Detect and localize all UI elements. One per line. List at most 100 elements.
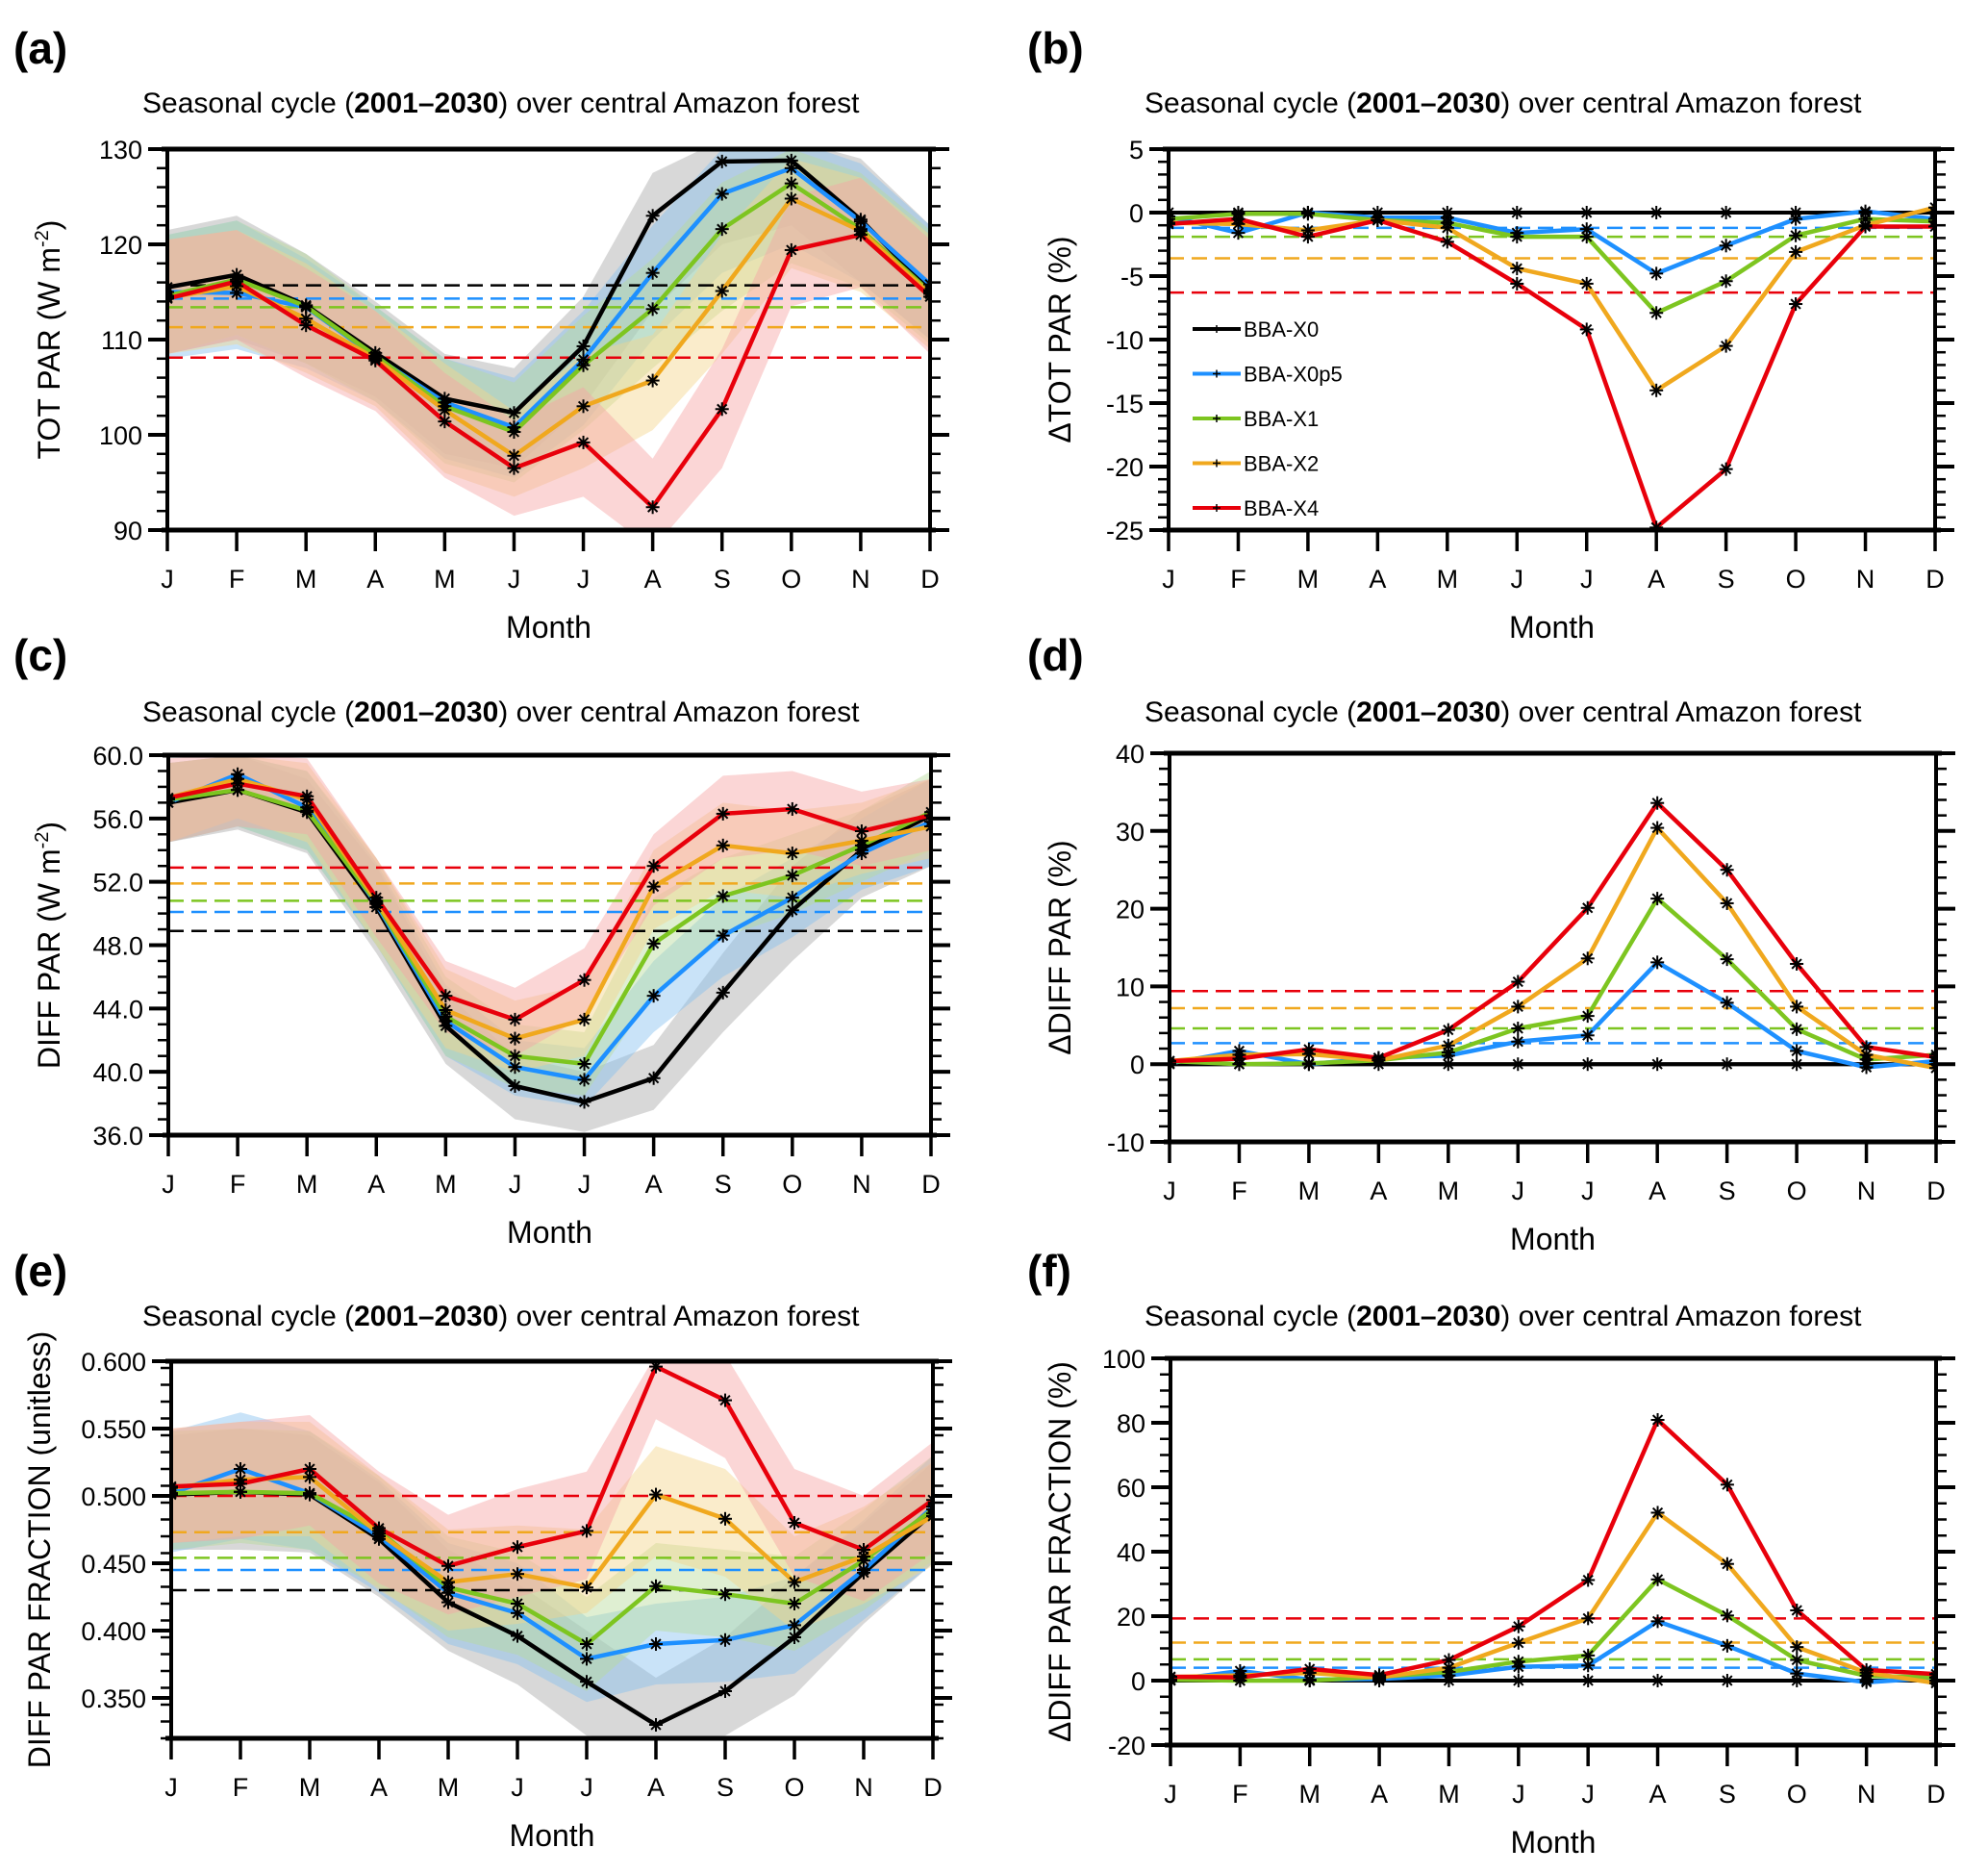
- data-point: [645, 209, 660, 223]
- title-prefix: Seasonal cycle (: [142, 88, 354, 119]
- data-point: [1580, 951, 1595, 966]
- y-tick-label: 60: [1117, 1474, 1145, 1503]
- data-point: [1858, 204, 1873, 218]
- uncertainty-band-bba-x0: [167, 149, 930, 468]
- title-prefix: Seasonal cycle (: [142, 696, 354, 728]
- panel-label: (f): [1027, 1246, 1071, 1296]
- y-axis-label: DIFF PAR (W m-2): [32, 822, 66, 1069]
- x-axis-label: Month: [1511, 1825, 1597, 1860]
- y-tick-label: 52.0: [92, 869, 143, 898]
- uncertainty-band-bba-x0p5: [168, 755, 931, 1107]
- data-point: [1510, 276, 1524, 291]
- series-line-bba-x4: [1169, 216, 1935, 530]
- y-tick-label: 40: [1116, 740, 1145, 769]
- x-tick-label: S: [714, 565, 731, 594]
- series-line-bba-x1: [171, 1489, 933, 1647]
- x-tick-label: O: [1786, 565, 1806, 594]
- panel-e: (e) Seasonal cycle (2001–2030) over centr…: [13, 1246, 952, 1853]
- data-point: [507, 461, 521, 475]
- data-point: [1371, 1050, 1386, 1065]
- y-tick-label: 0: [1130, 1050, 1145, 1079]
- data-point: [716, 838, 730, 852]
- data-point: [1233, 1670, 1247, 1684]
- x-tick-label: M: [1298, 1177, 1321, 1205]
- data-point: [716, 806, 730, 821]
- legend-label: BBA-X2: [1244, 452, 1319, 476]
- data-point: [507, 448, 521, 463]
- data-point: [854, 824, 868, 838]
- y-tick-label: 100: [1102, 1345, 1145, 1374]
- panel-label: (e): [13, 1246, 67, 1296]
- legend-marker: [1213, 369, 1220, 378]
- data-point: [1790, 1022, 1804, 1036]
- data-point: [718, 1511, 732, 1526]
- data-point: [171, 1480, 178, 1494]
- data-point: [788, 1516, 801, 1530]
- data-point: [645, 302, 660, 316]
- x-tick-label: J: [580, 1773, 593, 1802]
- x-tick-label: A: [370, 1773, 388, 1802]
- data-point: [1371, 213, 1385, 227]
- x-tick-label: N: [852, 1170, 871, 1199]
- title-years: 2001–2030: [354, 696, 498, 728]
- data-point: [1649, 306, 1664, 320]
- data-point: [1720, 996, 1734, 1010]
- data-point: [1511, 1000, 1525, 1014]
- title-suffix: ) over central Amazon forest: [1500, 88, 1862, 119]
- x-tick-label: J: [1163, 1177, 1176, 1205]
- x-tick-label: S: [1719, 1780, 1736, 1809]
- data-point: [926, 1493, 933, 1507]
- data-point: [1650, 1572, 1665, 1586]
- data-point: [716, 985, 730, 1000]
- data-point: [646, 936, 661, 950]
- title-prefix: Seasonal cycle (: [1145, 1301, 1356, 1332]
- legend-item: BBA-X1: [1193, 407, 1319, 431]
- series-line-bba-x4: [1170, 800, 1936, 1064]
- data-point: [1301, 1042, 1316, 1056]
- x-tick-label: D: [1926, 1780, 1946, 1809]
- plot-area: [1170, 1412, 1936, 1690]
- plot-area: [167, 149, 930, 530]
- uncertainty-band-bba-x0: [168, 755, 931, 1132]
- x-tick-label: J: [578, 1170, 591, 1199]
- data-point: [507, 406, 521, 420]
- legend-label: BBA-X0: [1244, 317, 1319, 342]
- plot-area: [1169, 200, 1935, 530]
- series-line-bba-x1: [1170, 1577, 1936, 1683]
- y-tick-label: -15: [1106, 390, 1144, 418]
- data-point: [1441, 1023, 1455, 1037]
- title-years: 2001–2030: [354, 1301, 498, 1332]
- y-label-exponent: -2: [32, 230, 53, 247]
- data-point: [577, 1012, 591, 1026]
- data-point: [1581, 1658, 1596, 1673]
- y-tick-label: 0: [1129, 199, 1144, 228]
- data-point: [788, 1575, 801, 1589]
- series-line-bba-x4: [171, 1364, 933, 1569]
- data-point: [580, 1637, 593, 1651]
- data-point: [716, 889, 730, 903]
- data-point: [788, 1597, 801, 1610]
- y-tick-label: 0.550: [81, 1415, 146, 1444]
- x-tick-label: A: [644, 565, 662, 594]
- panel-f: (f) Seasonal cycle (2001–2030) over centr…: [1027, 1246, 1955, 1860]
- y-axis-label: ΔDIFF PAR (%): [1043, 840, 1077, 1054]
- series-line-bba-x4: [167, 232, 930, 510]
- data-point: [1511, 1674, 1525, 1687]
- y-tick-label: 10: [1116, 973, 1145, 1001]
- data-point: [715, 222, 729, 237]
- data-point: [303, 1462, 316, 1476]
- data-point: [507, 425, 521, 440]
- data-point: [649, 1579, 663, 1593]
- data-point: [715, 284, 729, 298]
- data-point: [1928, 200, 1935, 215]
- panel-label: (c): [13, 630, 67, 680]
- data-point: [580, 1524, 593, 1538]
- legend-marker: [1213, 325, 1220, 333]
- x-tick-label: A: [367, 1170, 385, 1199]
- y-label-main: DIFF PAR (W m: [32, 848, 66, 1069]
- data-point: [1650, 821, 1665, 835]
- data-point: [649, 1718, 663, 1732]
- data-point: [926, 1509, 933, 1523]
- data-point: [300, 803, 315, 818]
- series-line-bba-x1: [1170, 896, 1936, 1067]
